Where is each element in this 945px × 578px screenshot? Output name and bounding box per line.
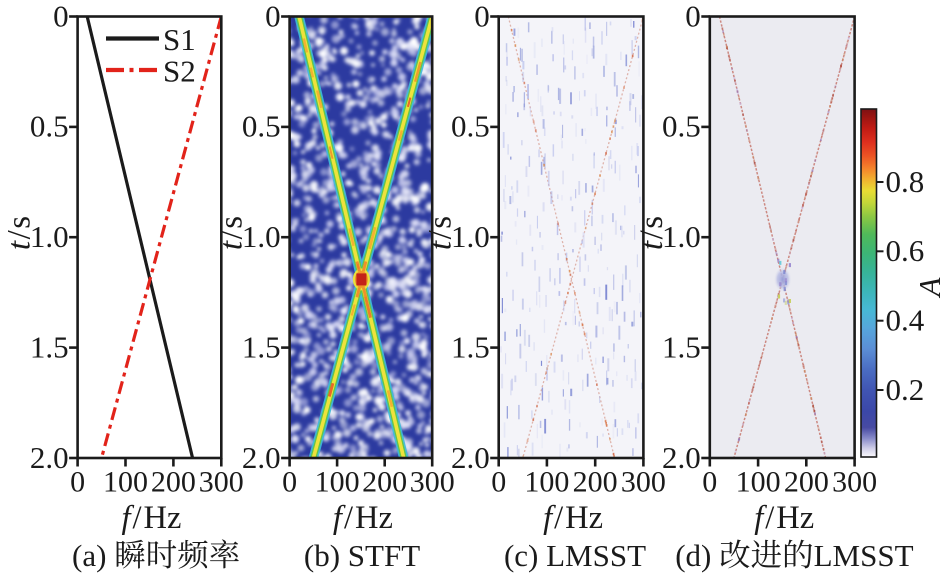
svg-text:2.0: 2.0: [30, 440, 69, 475]
svg-text:1.5: 1.5: [242, 329, 281, 364]
svg-text:1.5: 1.5: [451, 329, 490, 364]
svg-text:(c) LMSST: (c) LMSST: [504, 538, 646, 573]
svg-text:100: 100: [103, 466, 148, 499]
svg-text:0: 0: [70, 466, 85, 499]
svg-text:f/Hz: f/Hz: [754, 500, 814, 536]
svg-text:2.0: 2.0: [242, 440, 281, 475]
svg-text:300: 300: [410, 466, 455, 499]
svg-text:200: 200: [151, 466, 196, 499]
svg-text:2.0: 2.0: [662, 440, 701, 475]
svg-text:(d): (d): [675, 538, 711, 573]
svg-text:f/Hz: f/Hz: [543, 500, 603, 536]
svg-text:S2: S2: [163, 54, 196, 89]
svg-text:200: 200: [362, 466, 407, 499]
svg-text:S1: S1: [163, 22, 196, 57]
svg-text:LMSST: LMSST: [814, 538, 914, 573]
svg-text:1.0: 1.0: [242, 219, 281, 254]
svg-text:200: 200: [573, 466, 618, 499]
svg-text:300: 300: [832, 466, 877, 499]
svg-text:t/s: t/s: [423, 216, 459, 250]
svg-text:100: 100: [524, 466, 569, 499]
svg-text:0: 0: [282, 466, 297, 499]
svg-text:0.5: 0.5: [451, 109, 490, 144]
svg-text:100: 100: [315, 466, 360, 499]
svg-text:A: A: [912, 276, 945, 298]
svg-text:300: 300: [621, 466, 666, 499]
svg-text:t/s: t/s: [634, 216, 670, 250]
svg-text:0.5: 0.5: [662, 109, 701, 144]
svg-text:f/Hz: f/Hz: [333, 500, 393, 536]
svg-text:2.0: 2.0: [451, 440, 490, 475]
svg-text:1.0: 1.0: [30, 219, 69, 254]
svg-text:1.0: 1.0: [451, 219, 490, 254]
svg-text:0.2: 0.2: [886, 372, 925, 407]
svg-text:0.5: 0.5: [30, 109, 69, 144]
svg-text:200: 200: [784, 466, 829, 499]
svg-text:0: 0: [474, 0, 490, 33]
svg-text:0.5: 0.5: [242, 109, 281, 144]
svg-text:1.0: 1.0: [662, 219, 701, 254]
svg-text:t/s: t/s: [214, 216, 250, 250]
svg-text:(a): (a): [72, 538, 106, 573]
svg-text:0: 0: [53, 0, 69, 33]
svg-text:0: 0: [491, 466, 506, 499]
svg-text:f/Hz: f/Hz: [121, 500, 181, 536]
svg-text:0.4: 0.4: [886, 302, 925, 337]
svg-text:1.5: 1.5: [30, 329, 69, 364]
svg-text:0.8: 0.8: [886, 164, 925, 199]
svg-text:t/s: t/s: [2, 216, 38, 250]
svg-text:0.6: 0.6: [886, 233, 925, 268]
svg-text:(b) STFT: (b) STFT: [304, 538, 420, 573]
svg-text:0: 0: [685, 0, 701, 33]
svg-text:0: 0: [265, 0, 281, 33]
svg-text:0: 0: [702, 466, 717, 499]
svg-text:1.5: 1.5: [662, 329, 701, 364]
svg-text:100: 100: [736, 466, 781, 499]
svg-text:300: 300: [199, 466, 244, 499]
